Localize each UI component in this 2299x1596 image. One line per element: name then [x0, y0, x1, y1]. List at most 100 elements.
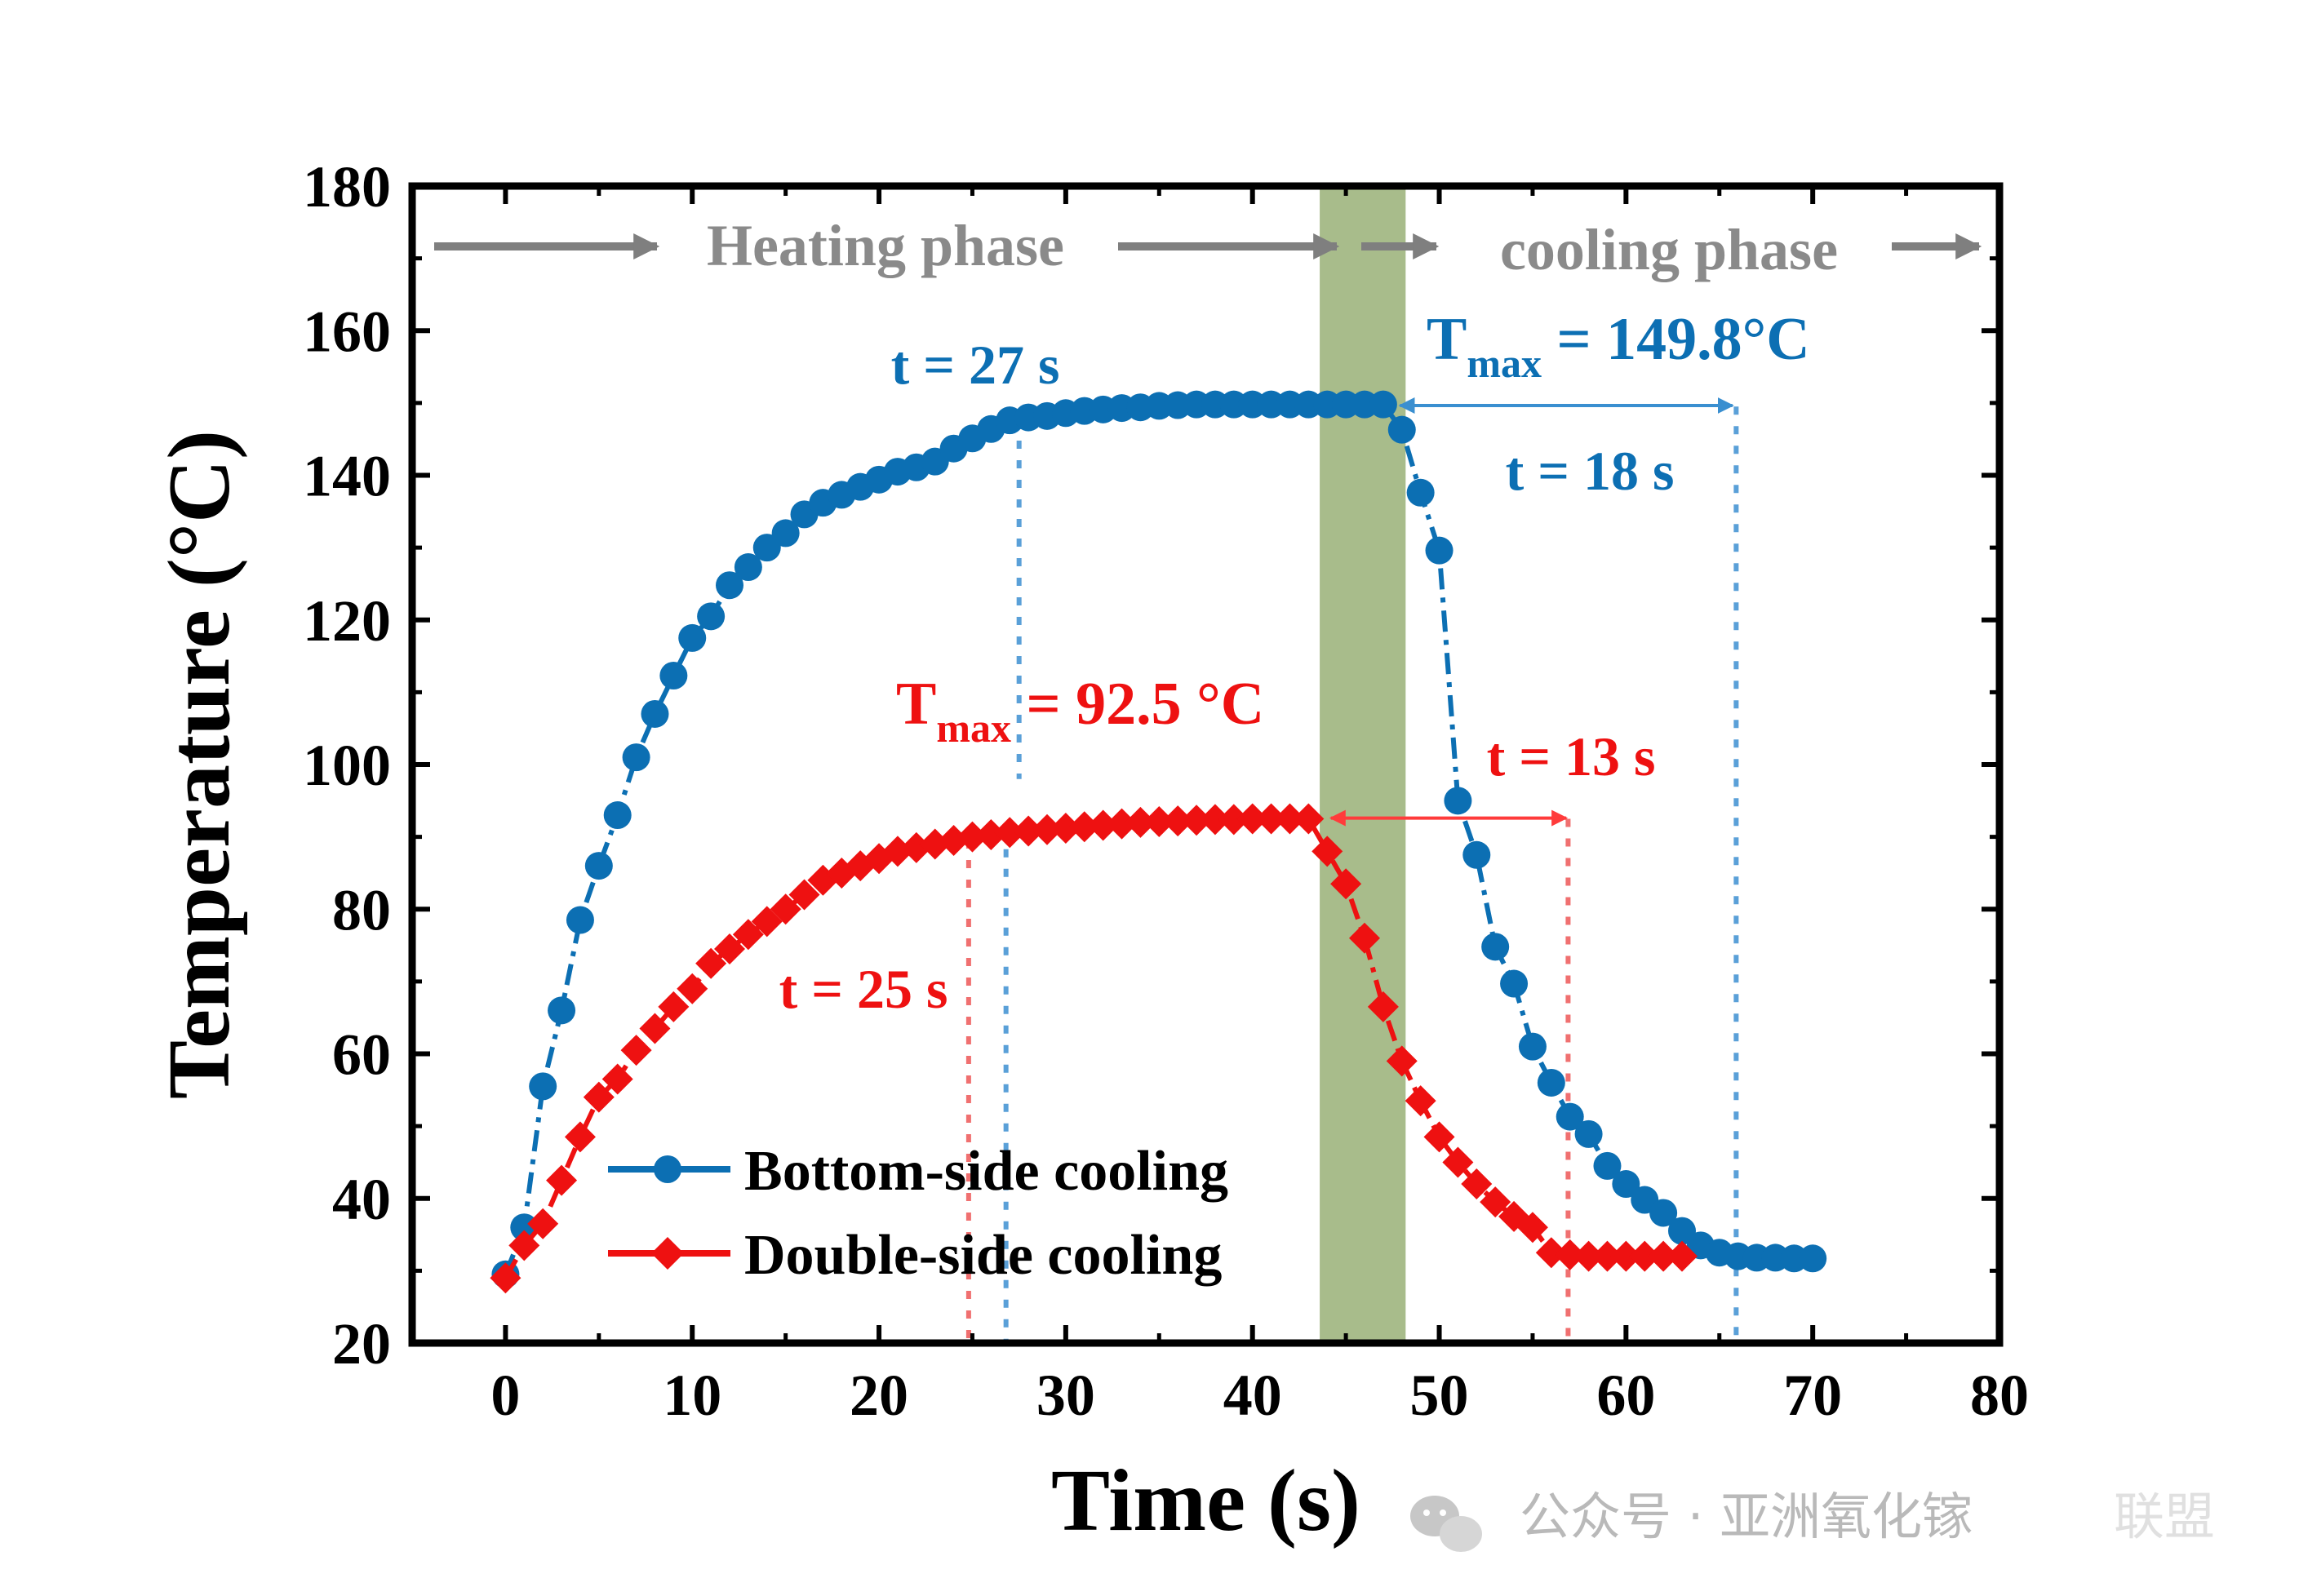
data-point: [1050, 812, 1081, 844]
data-point: [697, 602, 726, 631]
tmax-bottom-annotation: Tmax = 149.8°C: [1427, 306, 1810, 386]
data-point: [771, 519, 800, 548]
data-point: [1106, 808, 1138, 840]
data-point: [1369, 390, 1397, 419]
t13-annotation: t = 13 s: [1487, 725, 1656, 787]
data-point: [994, 817, 1026, 849]
data-point: [788, 879, 820, 911]
data-point: [1574, 1119, 1603, 1148]
data-point: [1554, 1239, 1586, 1270]
data-point: [1423, 1121, 1455, 1153]
data-point: [1143, 806, 1175, 838]
data-point: [1573, 1240, 1604, 1272]
data-point: [1181, 805, 1213, 836]
y-tick-label: 180: [303, 154, 391, 219]
data-point: [956, 821, 988, 853]
data-point: [1593, 1151, 1622, 1180]
legend-double-label: Double-side cooling: [744, 1224, 1222, 1287]
y-tick-label: 100: [303, 733, 391, 798]
data-point: [1425, 536, 1454, 565]
legend-bottom-label: Bottom-side cooling: [744, 1140, 1228, 1203]
data-point: [1462, 840, 1491, 869]
watermark-alliance: 联盟: [2114, 1487, 2215, 1546]
data-point: [732, 919, 764, 951]
data-point: [975, 818, 1007, 850]
data-point: [1649, 1199, 1678, 1227]
cooling-phase-label: cooling phase: [1500, 217, 1838, 282]
x-tick-label: 80: [1970, 1363, 2029, 1428]
data-point: [1667, 1240, 1698, 1272]
y-tick-label: 140: [303, 444, 391, 509]
data-point: [1293, 803, 1325, 835]
t18-annotation: t = 18 s: [1506, 440, 1675, 502]
data-point: [678, 623, 707, 652]
wechat-icon: [1410, 1496, 1482, 1552]
watermark: 公众号 · 亚洲氧化镓 联盟: [1410, 1487, 2215, 1552]
data-point: [1367, 991, 1399, 1022]
t25-annotation: t = 25 s: [779, 958, 948, 1020]
data-point: [1125, 806, 1156, 838]
data-point: [1162, 805, 1194, 837]
data-point: [1556, 1102, 1584, 1131]
x-tick-label: 70: [1783, 1363, 1842, 1428]
data-point: [1442, 1146, 1474, 1178]
data-point: [1311, 836, 1343, 867]
data-point: [641, 699, 669, 728]
data-point: [1444, 787, 1472, 815]
x-tick-label: 40: [1223, 1363, 1282, 1428]
data-point: [770, 893, 801, 925]
series-bottom-side: [491, 390, 1827, 1288]
data-point: [529, 1072, 557, 1101]
y-tick-label: 40: [332, 1167, 391, 1232]
data-point: [1480, 1186, 1511, 1218]
data-point: [584, 852, 613, 880]
x-tick-label: 10: [663, 1363, 721, 1428]
data-point: [1612, 1170, 1640, 1199]
data-point: [1500, 969, 1529, 998]
data-point: [1349, 922, 1380, 954]
y-tick-label: 160: [303, 299, 391, 364]
x-tick-label: 30: [1036, 1363, 1095, 1428]
data-point: [714, 933, 745, 964]
data-point: [583, 1081, 615, 1113]
data-point: [1330, 868, 1362, 900]
data-point: [603, 801, 632, 830]
data-point: [508, 1230, 540, 1261]
data-point: [659, 661, 688, 689]
data-point: [900, 831, 932, 863]
data-point: [1461, 1168, 1493, 1200]
data-point: [1013, 815, 1045, 847]
data-point: [1387, 415, 1416, 444]
data-point: [601, 1063, 633, 1095]
data-point: [1199, 804, 1231, 836]
data-point: [1255, 803, 1287, 835]
data-point: [1218, 804, 1249, 836]
data-point: [1591, 1240, 1623, 1272]
t27-annotation: t = 27 s: [891, 334, 1060, 396]
data-point: [1518, 1032, 1547, 1061]
data-point: [677, 973, 708, 1004]
axis-ticks: 0 10 20 30 40 50 60 70 80 20 40 60 80 100 120 140 160 180: [303, 154, 2029, 1428]
y-tick-label: 60: [332, 1022, 391, 1088]
data-point: [1537, 1068, 1565, 1097]
data-point: [566, 906, 594, 934]
data-point: [1236, 803, 1268, 835]
series-double-side: [490, 803, 1698, 1294]
data-point: [658, 991, 690, 1022]
data-point: [716, 571, 743, 600]
data-point: [1610, 1240, 1642, 1272]
data-point: [564, 1121, 596, 1153]
y-axis-label: Temperature (°C): [151, 430, 248, 1099]
data-point: [1406, 478, 1435, 507]
data-point: [639, 1013, 671, 1044]
y-tick-label: 120: [303, 588, 391, 654]
data-point: [490, 1262, 521, 1294]
y-tick-label: 20: [332, 1311, 391, 1377]
data-point: [1535, 1237, 1567, 1269]
data-point: [1032, 814, 1063, 845]
data-point: [1274, 803, 1306, 835]
series-layer: [490, 390, 1827, 1294]
x-axis-label: Time (s): [1051, 1452, 1360, 1549]
tmax-double-annotation: Tmax = 92.5 °C: [896, 671, 1264, 751]
